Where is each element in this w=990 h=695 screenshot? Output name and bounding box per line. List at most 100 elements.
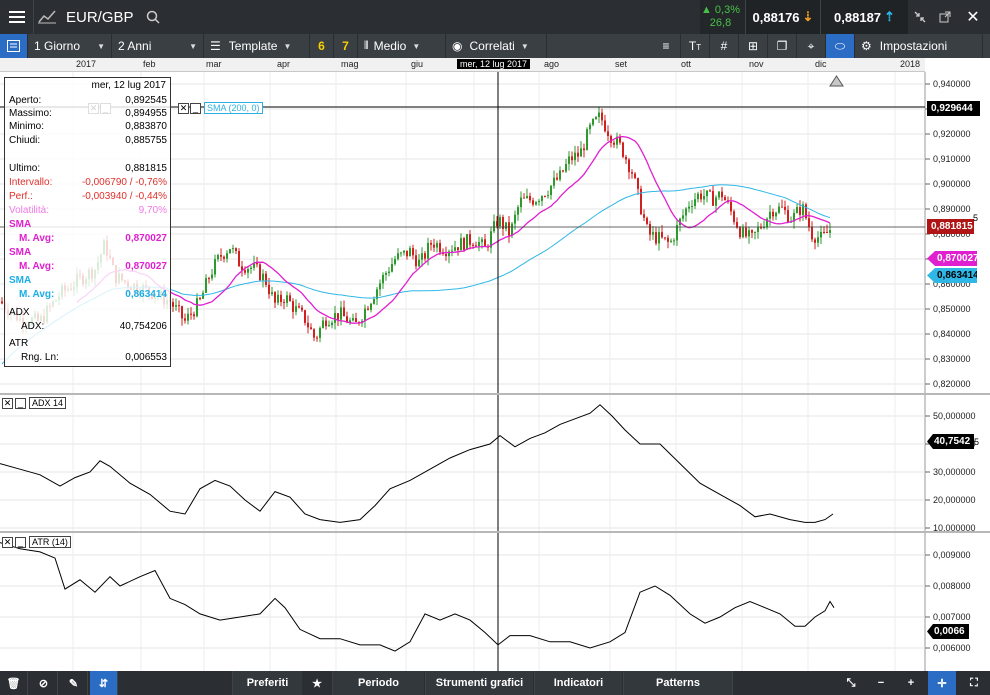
candle-body <box>781 206 783 208</box>
change-indicator: ▲ 0,3% 26,8 <box>700 0 745 34</box>
toolbar-spacer <box>547 34 652 58</box>
layout-icon[interactable] <box>0 34 28 58</box>
scroll-home-icon[interactable] <box>829 75 844 87</box>
no-entry-icon[interactable]: ⊘ <box>30 671 58 695</box>
candle-body <box>349 320 351 323</box>
adx-title[interactable]: ADX 14 <box>29 397 67 409</box>
candle-body <box>571 156 573 161</box>
candle-body <box>718 191 720 198</box>
buy-price-button[interactable]: 0,88187 ⇡ <box>820 0 908 34</box>
candle-body <box>667 237 669 242</box>
candle-body <box>544 196 546 198</box>
crosshair-icon[interactable]: ⌖ <box>797 34 826 58</box>
patterns-tab[interactable]: Patterns <box>623 671 733 695</box>
range-dropdown[interactable]: 2 Anni ▼ <box>112 34 204 58</box>
panel-separator[interactable] <box>0 393 990 395</box>
star-icon[interactable]: ★ <box>312 677 322 690</box>
candle-body <box>448 251 450 257</box>
time-label: giu <box>411 59 424 69</box>
candle-body <box>499 217 501 227</box>
dw-label: M. Avg: <box>19 261 55 272</box>
close-sma200-icon[interactable]: ✕ <box>178 103 189 114</box>
candle-body <box>802 204 804 215</box>
dw-row-sma1-avg: M. Avg: 0,870027 <box>9 233 167 246</box>
indicatori-tab[interactable]: Indicatori <box>534 671 622 695</box>
search-icon[interactable] <box>143 0 163 34</box>
crosshair-move-icon[interactable]: ⤡ <box>846 676 856 689</box>
close-adx-icon[interactable]: ✕ <box>2 398 13 409</box>
minimize-adx-icon[interactable]: _ <box>15 398 26 409</box>
candle-body <box>616 136 618 145</box>
candle-body <box>787 210 789 223</box>
periodo-tab[interactable]: Periodo <box>332 671 424 695</box>
medio-dropdown[interactable]: ⫴ Medio ▼ <box>358 34 446 58</box>
delete-icon[interactable]: 🗑 <box>0 671 28 695</box>
candle-body <box>439 243 441 253</box>
preset-7-button[interactable]: 7 <box>334 34 358 58</box>
popout-icon[interactable] <box>935 0 955 34</box>
atr-chart[interactable]: 0,009000 0,008000 0,007000 0,006000 <box>0 533 990 671</box>
fullscreen-icon[interactable]: ⛶ <box>970 676 978 689</box>
pencil-icon[interactable]: ✎ <box>60 671 88 695</box>
close-atr-icon[interactable]: ✕ <box>2 537 13 548</box>
candle-body <box>538 200 540 203</box>
candle-body <box>370 303 372 310</box>
last-price-value: 0,881815 <box>931 221 973 232</box>
candle-body <box>799 207 801 215</box>
chart-type-icon[interactable] <box>34 0 60 34</box>
tag-icon[interactable]: ⬭ <box>826 34 855 58</box>
candle-body <box>682 215 684 219</box>
adx-value-tag: 40,7542 <box>927 434 974 449</box>
sell-price-button[interactable]: 0,88176 ⇣ <box>745 0 820 34</box>
list-icon[interactable]: ≡ <box>652 34 681 58</box>
candle-body <box>532 200 534 205</box>
preset-6-button[interactable]: 6 <box>310 34 334 58</box>
last-price-tag: 0,881815 <box>927 219 974 234</box>
minimize-atr-icon[interactable]: _ <box>15 537 26 548</box>
candle-body <box>511 223 513 236</box>
zoom-out-icon[interactable]: − <box>877 677 885 689</box>
candle-body <box>811 226 813 240</box>
candle-body <box>751 230 753 233</box>
candle-body <box>331 322 333 326</box>
grid-icon[interactable]: # <box>710 34 739 58</box>
preferiti-tab[interactable]: Preferiti <box>232 671 302 695</box>
minimize-sma200-icon[interactable]: _ <box>190 103 201 114</box>
symbol-title[interactable]: EUR/GBP <box>66 8 134 26</box>
candle-body <box>829 230 831 233</box>
settings-button[interactable]: ⚙ Impostazioni <box>855 34 983 58</box>
time-label: mar <box>206 59 222 69</box>
data-window: mer, 12 lug 2017 Aperto: 0,892545 Massimo… <box>4 77 171 367</box>
candle-body <box>547 195 549 197</box>
panel-separator[interactable] <box>0 531 990 533</box>
data-window-date: mer, 12 lug 2017 <box>91 80 167 91</box>
sell-price: 0,88176 <box>752 9 800 25</box>
dw-label: ATR <box>9 338 29 349</box>
copy-icon[interactable]: ❐ <box>768 34 797 58</box>
candle-body <box>313 329 315 338</box>
interval-dropdown[interactable]: 1 Giorno ▼ <box>28 34 112 58</box>
close-icon[interactable]: ✕ <box>966 9 980 26</box>
adx-chart[interactable]: 50,00000040,00000030,00000020,00000010,0… <box>0 395 990 531</box>
crosshair-mode-icon[interactable]: ✛ <box>928 671 956 695</box>
correlati-dropdown[interactable]: ◉ Correlati ▼ <box>446 34 547 58</box>
candle-body <box>385 273 387 275</box>
candle-body <box>235 248 237 251</box>
candle-body <box>283 301 285 303</box>
candle-body <box>475 245 477 247</box>
candle-body <box>268 284 270 295</box>
atr-value: 0,0066 <box>934 626 965 637</box>
compress-icon[interactable] <box>910 0 930 34</box>
template-dropdown[interactable]: ☰ Template ▼ <box>204 34 310 58</box>
strumenti-tab[interactable]: Strumenti grafici <box>425 671 533 695</box>
time-label: set <box>615 59 628 69</box>
text-size-icon[interactable]: TT <box>681 34 710 58</box>
move-arrows-icon[interactable]: ⇵ <box>90 671 118 695</box>
sma50-line <box>76 135 831 324</box>
menu-icon[interactable] <box>0 0 34 34</box>
zoom-in-icon[interactable]: + <box>907 677 915 689</box>
sma200-legend[interactable]: SMA (200, 0) <box>204 102 263 114</box>
atr-title[interactable]: ATR (14) <box>29 536 71 548</box>
candle-body <box>709 190 711 192</box>
crosshair-grid-icon[interactable]: ⊞ <box>739 34 768 58</box>
